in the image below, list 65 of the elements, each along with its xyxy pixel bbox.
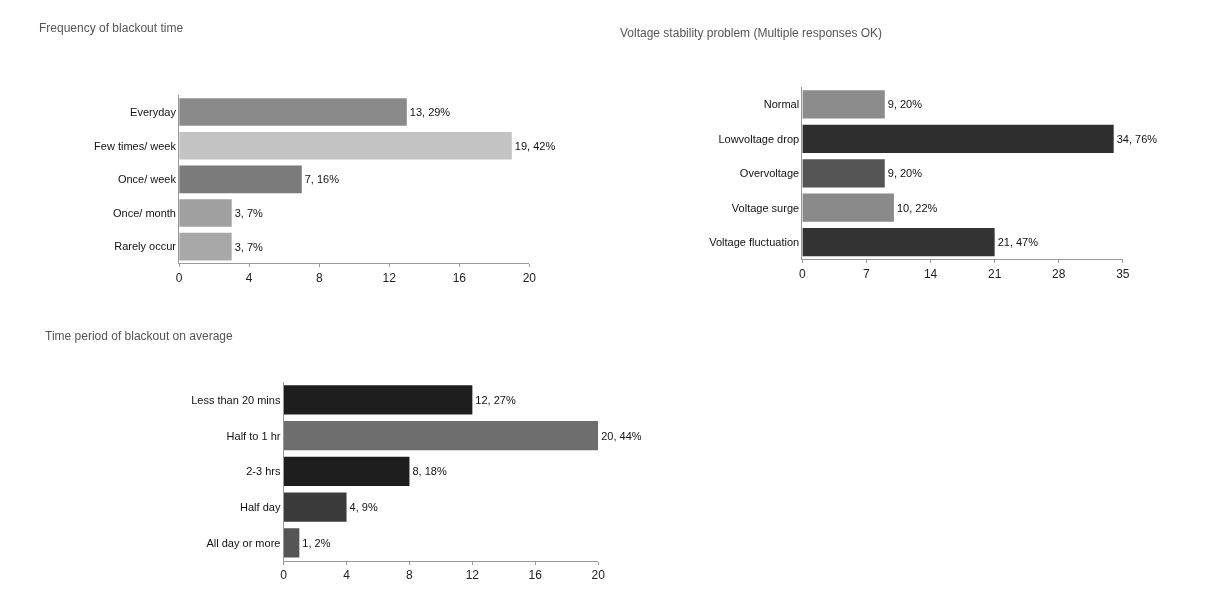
x-tick-label: 28 [1052,266,1066,281]
x-tick-label: 12 [382,270,397,285]
data-label: 4, 9% [349,501,378,514]
y-tick-label: Normal [763,98,800,111]
text: Time period of blackout on average [45,329,233,343]
y-tick-label: Once/ week [117,173,177,186]
bar [802,159,885,188]
x-tick-label: 4 [245,270,253,285]
y-tick-label: Overvoltage [739,167,800,180]
data-label: 7, 16% [304,173,340,186]
x-tick-label: 12 [465,568,480,583]
data-label: 10, 22% [896,201,938,214]
bar [283,385,473,415]
x-tick-label: 14 [923,266,938,281]
y-tick-label: Half day [240,500,281,513]
x-tick-label: 21 [987,266,1002,281]
x-tick-label: 8 [315,270,323,285]
bar [179,98,407,126]
data-label: 21, 47% [997,236,1039,249]
x-tick-label: 35 [1116,266,1130,281]
y-tick-label: Once/ month [113,206,176,219]
bar [283,492,347,522]
data-label: 1, 2% [302,536,331,549]
bar [179,232,232,261]
data-label: 9, 20% [887,167,923,180]
bar [802,90,885,119]
y-tick-label: Voltage fluctuation [709,236,800,249]
x-tick-label: 0 [280,568,288,583]
bar [179,131,512,160]
data-label: 20, 44% [601,429,642,442]
data-label: 9, 20% [887,98,923,111]
bar [802,124,1114,153]
bar [802,193,894,222]
x-tick-label: 8 [406,568,414,583]
data-label: 3, 7% [234,240,264,253]
chart-title: Frequency of blackout time [39,21,184,35]
y-tick-label: Half to 1 hr [226,429,281,442]
y-tick-label: Few times/ week [94,139,177,152]
x-tick-label: 4 [343,568,351,583]
y-tick-label: Less than 20 mins [191,393,281,406]
y-tick-label: Rarely occur [114,240,177,253]
data-label: 13, 29% [409,106,451,119]
bar [802,228,995,257]
data-label: 19, 42% [514,139,556,152]
x-tick-label: 20 [522,270,537,285]
y-tick-label: Lowvoltage drop [718,132,800,145]
y-tick-label: All day or more [206,536,281,549]
data-label: 12, 27% [475,393,516,406]
data-label: 34, 76% [1116,132,1158,145]
bar [283,456,410,487]
x-tick-label: 0 [175,270,183,285]
x-tick-label: 16 [528,568,543,583]
x-tick-label: 7 [863,266,871,281]
bar [283,528,300,558]
data-label: 3, 7% [234,206,264,219]
data-label: 8, 18% [412,465,447,478]
x-tick-label: 0 [799,266,807,281]
x-tick-label: 20 [591,568,606,583]
y-tick-label: Everyday [130,105,177,118]
bar [179,165,302,194]
y-tick-label: 2-3 hrs [246,465,281,478]
x-tick-label: 16 [452,270,467,285]
y-tick-label: Voltage surge [731,201,800,214]
bar [283,421,599,451]
chart-title: Voltage stability problem (Multiple responses OK) [620,26,883,40]
